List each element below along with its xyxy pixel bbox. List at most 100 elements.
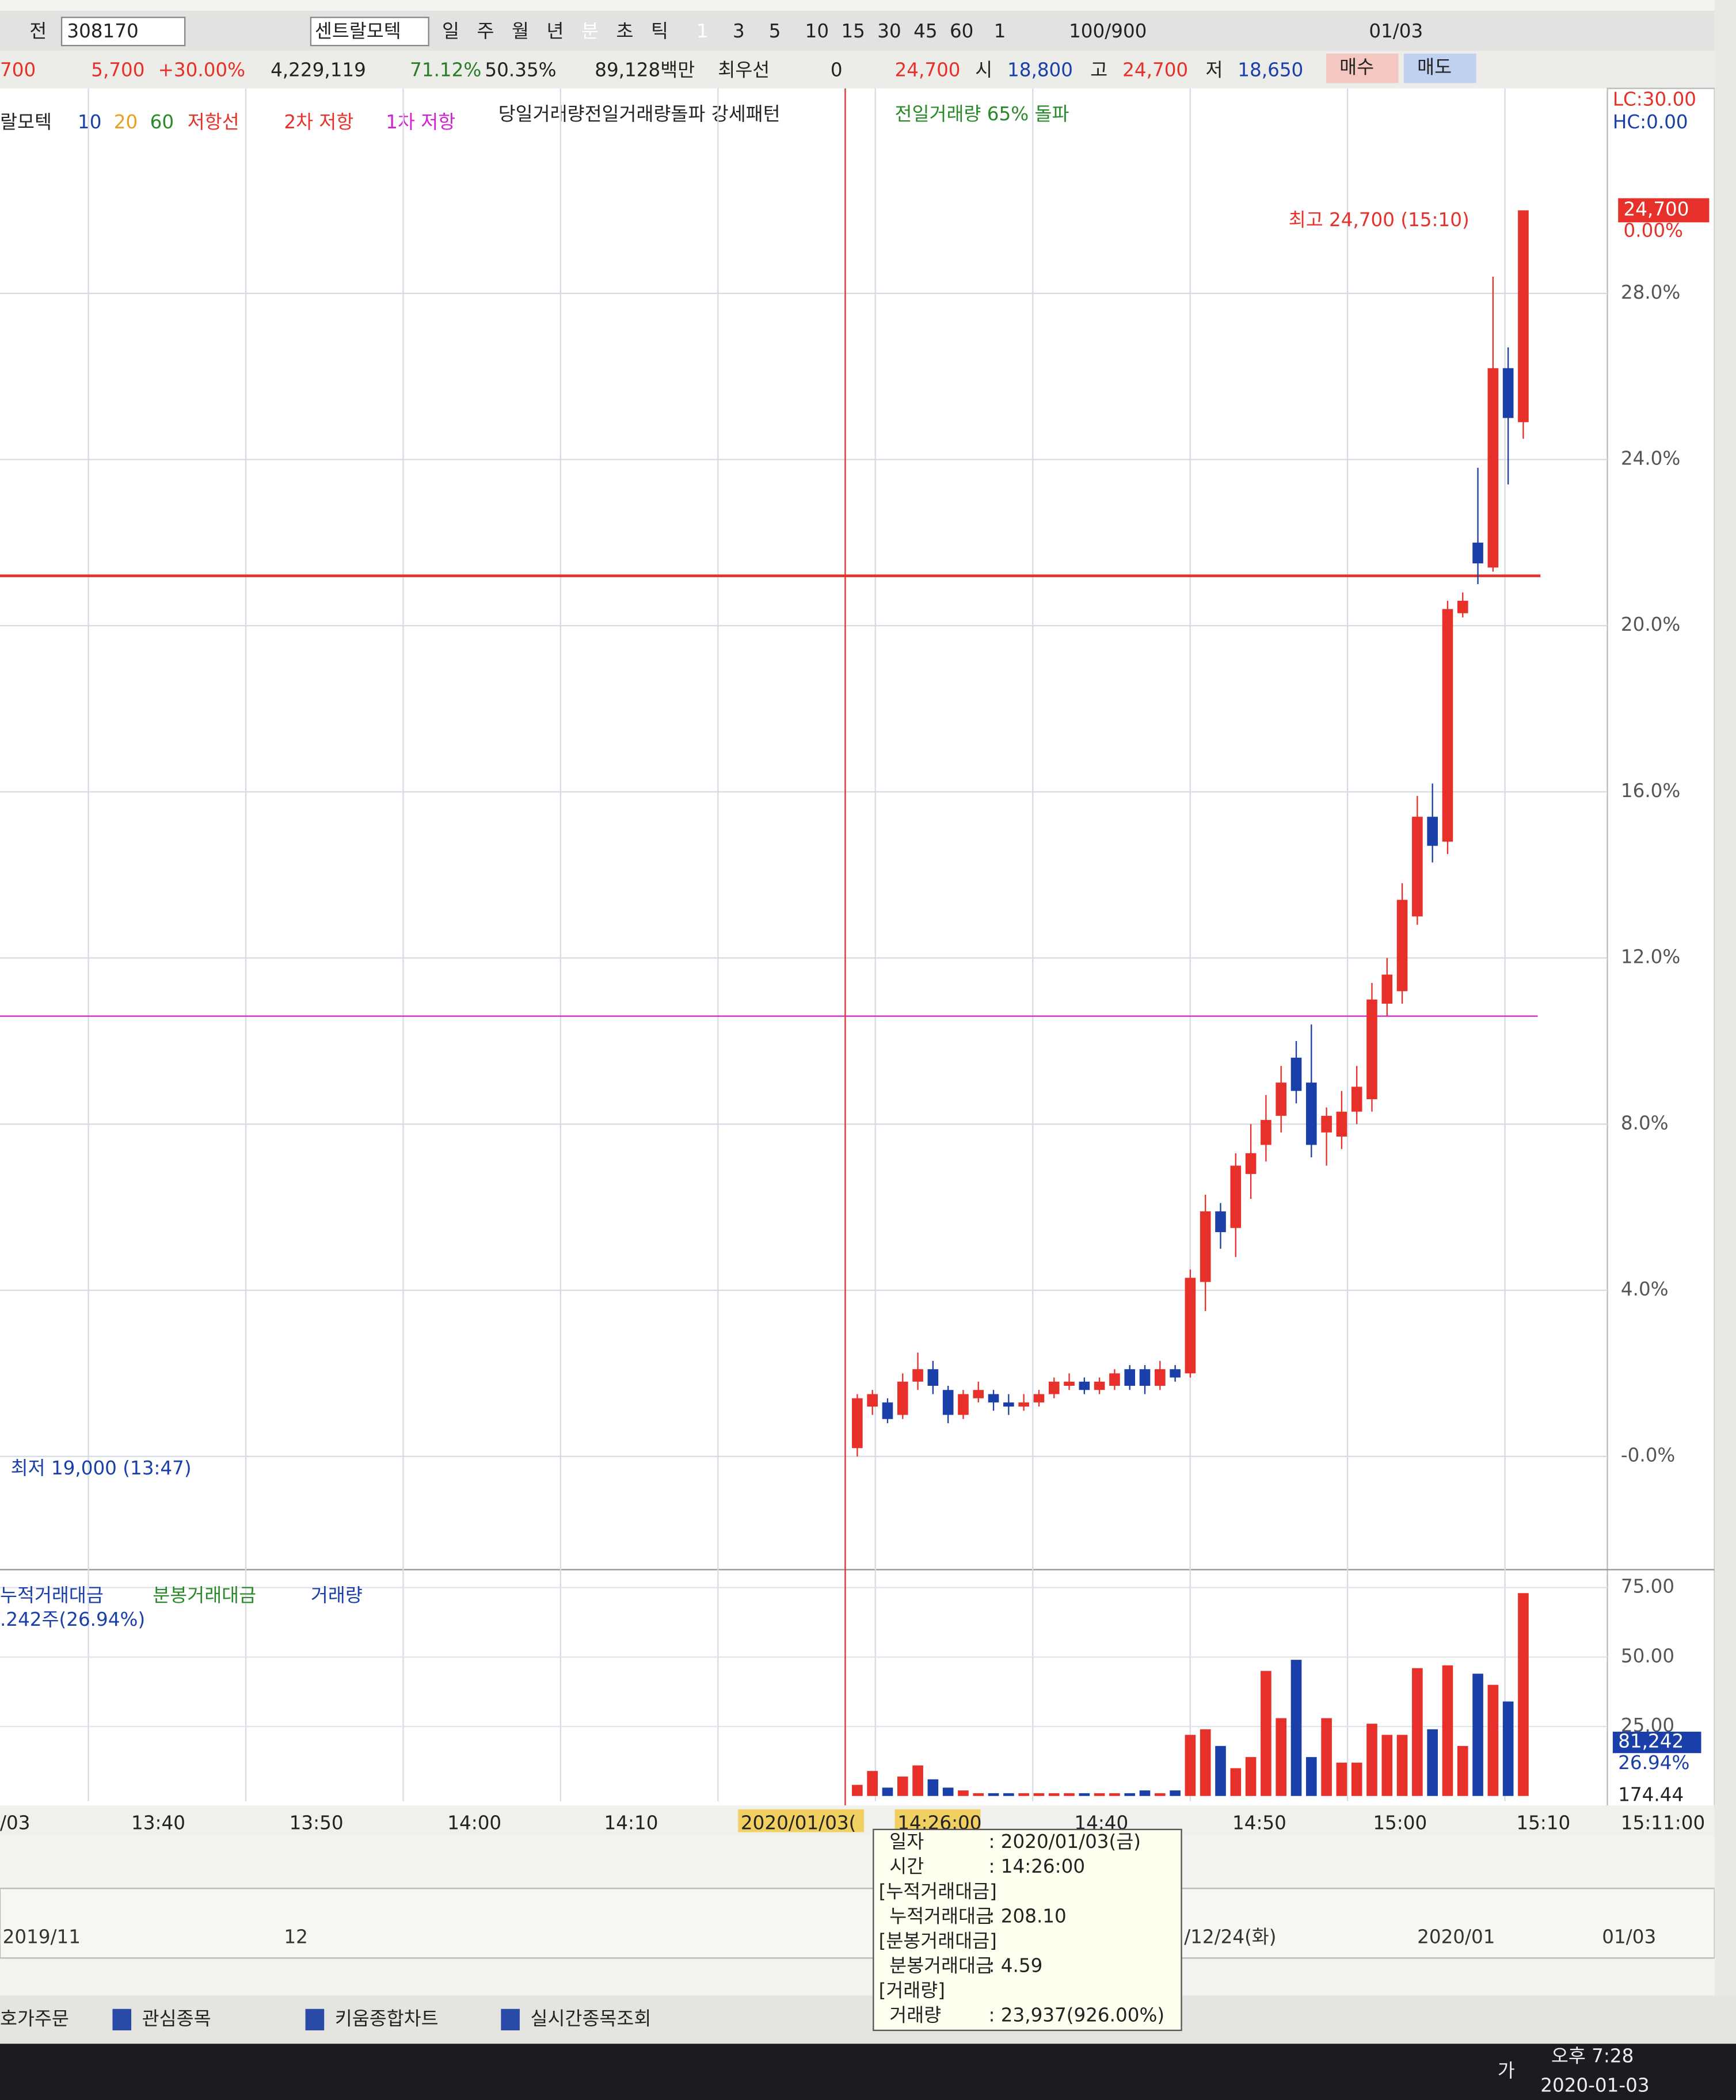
quote-open-label: 시 <box>975 59 992 81</box>
volume-bar <box>958 1790 969 1796</box>
period-button[interactable]: 일 <box>442 20 459 42</box>
interval-button[interactable]: 60 <box>950 20 973 42</box>
volume-bar <box>1502 1701 1514 1796</box>
buy-button[interactable] <box>1326 54 1399 83</box>
candle-body <box>1366 999 1377 1099</box>
volume-right-label: 26.94% <box>1618 1752 1689 1774</box>
tab-label[interactable]: 키움종합차트 <box>335 2007 439 2029</box>
interval-button[interactable]: 10 <box>805 20 829 42</box>
candle-body <box>1094 1381 1105 1390</box>
candle-body <box>1412 817 1423 917</box>
period-button[interactable]: 월 <box>512 20 529 42</box>
volume-bar <box>1412 1668 1423 1796</box>
name-box <box>310 17 429 47</box>
candle-body <box>1487 368 1499 568</box>
legend-resistance-line: 1차 저항 <box>386 111 455 133</box>
interval-button[interactable]: 3 <box>733 20 745 42</box>
buy-label[interactable]: 매수 <box>1339 56 1374 78</box>
volume-bar <box>973 1793 984 1796</box>
tooltip-value: : 4.59 <box>988 1954 1042 1976</box>
tooltip-box <box>873 1828 1182 2032</box>
candle-body <box>1109 1373 1120 1386</box>
candle-body <box>973 1390 984 1398</box>
unit: 1 <box>994 20 1006 42</box>
candle-body <box>1124 1369 1136 1386</box>
period-button[interactable]: 년 <box>546 20 564 42</box>
tab-label[interactable]: 실시간종목조회 <box>531 2007 652 2029</box>
quote-low: 18,650 <box>1238 59 1303 81</box>
sell-button[interactable] <box>1403 54 1476 83</box>
volume-bar <box>1033 1793 1045 1796</box>
lc-label: LC:30.00 <box>1613 89 1696 110</box>
period-button[interactable]: 주 <box>477 20 494 42</box>
volume-bar <box>1290 1660 1302 1796</box>
volume-bar <box>1321 1718 1332 1796</box>
time-label: 15:10 <box>1516 1812 1570 1834</box>
volume-bar <box>1518 1593 1529 1796</box>
legend-resistance: 저항선 <box>188 111 239 133</box>
period-button[interactable]: 초 <box>616 20 633 42</box>
candle-body <box>912 1369 923 1382</box>
time-highlight <box>738 1809 865 1832</box>
period-button[interactable]: 틱 <box>651 20 668 42</box>
interval-button[interactable]: 5 <box>769 20 781 42</box>
volume-legend: 거래량 <box>311 1584 363 1606</box>
candle-body <box>1321 1115 1332 1133</box>
sell-label[interactable]: 매도 <box>1417 56 1452 78</box>
candle-body <box>1185 1278 1196 1374</box>
date[interactable]: 01/03 <box>1369 20 1423 42</box>
volume-bar <box>988 1793 999 1796</box>
ime: 가 <box>1498 2060 1515 2082</box>
interval-button[interactable]: 30 <box>877 20 901 42</box>
volume-bar <box>852 1785 863 1796</box>
volume-bar <box>927 1779 939 1796</box>
quote-open: 18,800 <box>1007 59 1073 81</box>
overview-label: 2019/11 <box>3 1926 81 1947</box>
time-label: 14:00 <box>447 1812 501 1834</box>
content: 전 308170 센트랄모텍 일 주 월 년 분 초 틱 1 3 5 10 15 30 45 60 1 100/900… <box>0 17 1710 2097</box>
max-label: 최고 24,700 (15:10) <box>1289 209 1469 231</box>
volume-bar <box>1124 1793 1136 1796</box>
tooltip-label: [누적거래대금] <box>879 1880 997 1902</box>
volume-bar <box>1442 1665 1453 1796</box>
candle-body <box>1048 1381 1060 1394</box>
candle-body <box>1003 1402 1014 1407</box>
tooltip-value: : 14:26:00 <box>988 1855 1085 1877</box>
tab-label[interactable]: 관심종목 <box>142 2007 211 2029</box>
volume-bar <box>1276 1718 1287 1796</box>
hc-label: HC:0.00 <box>1613 111 1688 133</box>
tooltip-label: 누적거래대금 <box>889 1905 993 1927</box>
interval-button[interactable]: 45 <box>913 20 937 42</box>
tooltip-label: 분봉거래대금 <box>889 1954 993 1976</box>
tooltip-label: [거래량] <box>879 1979 945 2001</box>
code-input[interactable] <box>60 17 186 47</box>
price-badge <box>1618 198 1710 223</box>
tab-icon <box>501 2008 520 2030</box>
rate-label: 0.00% <box>1624 220 1684 242</box>
tab-label[interactable]: 호가주문 <box>0 2007 69 2029</box>
volume-bar <box>1396 1735 1408 1796</box>
candle-body <box>1427 817 1438 846</box>
tab-icon <box>305 2008 325 2030</box>
period-button[interactable]: 분 <box>581 20 599 42</box>
overview-label: 01/03 <box>1602 1926 1656 1947</box>
volume-bar <box>1245 1757 1257 1796</box>
candle-body <box>1502 368 1514 418</box>
quote-qty: 0 <box>831 59 843 81</box>
legend-ma: 20 <box>114 111 138 133</box>
interval-button[interactable]: 1 <box>696 20 709 42</box>
y-tick-label: 4.0% <box>1621 1278 1669 1300</box>
quote-ratio1: 71.12% <box>410 59 481 81</box>
y-tick-label: 16.0% <box>1621 780 1681 802</box>
y-tick-label: 20.0% <box>1621 613 1681 635</box>
volume-bar <box>1018 1793 1029 1796</box>
volume-bar <box>1109 1793 1120 1796</box>
candle-body <box>1472 542 1483 563</box>
candle-body <box>1518 210 1529 422</box>
count: 100/900 <box>1069 20 1147 42</box>
volume-bar <box>1487 1684 1499 1796</box>
interval-button[interactable]: 15 <box>841 20 865 42</box>
volume-bar <box>1336 1762 1347 1796</box>
volume-bar <box>1079 1793 1090 1796</box>
candle-body <box>897 1381 908 1415</box>
